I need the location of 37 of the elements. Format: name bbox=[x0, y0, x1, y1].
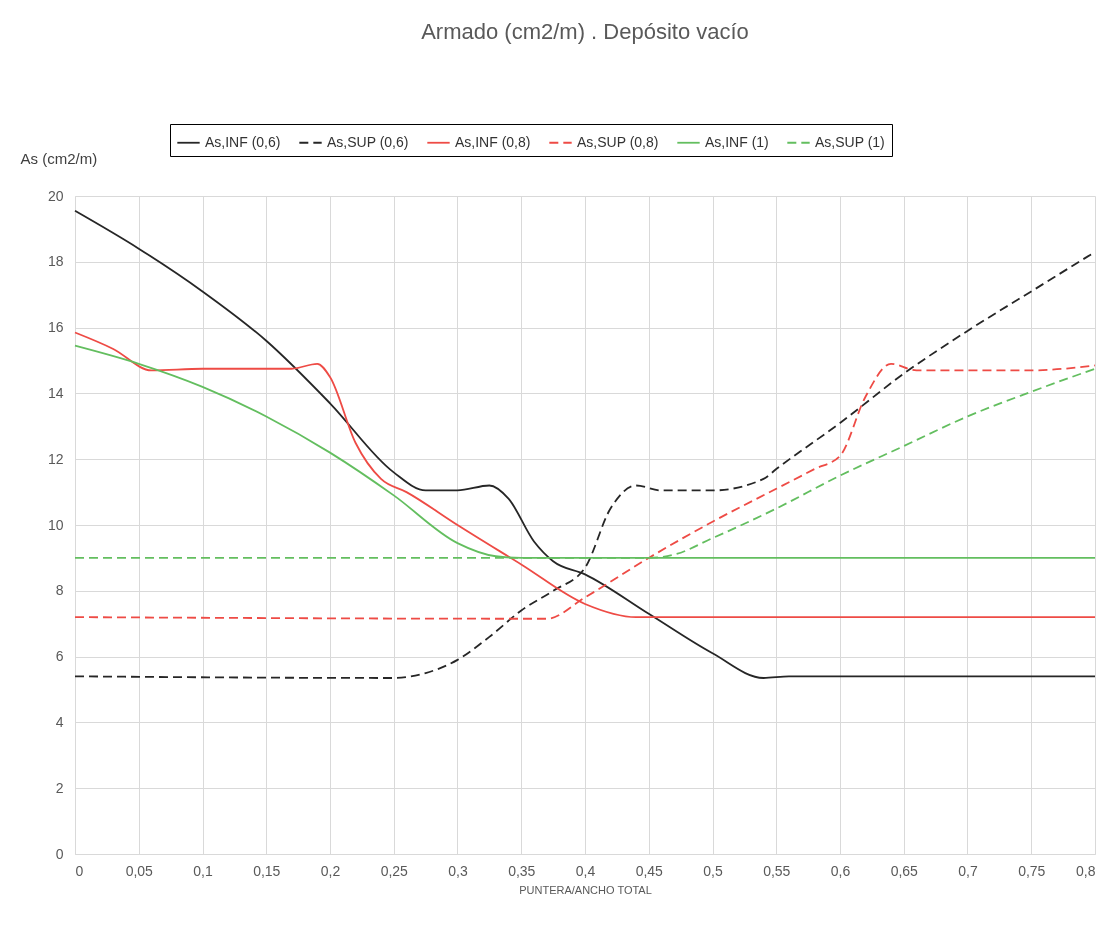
x-tick-label: 0,8 bbox=[1076, 862, 1096, 879]
x-tick-label: 0,65 bbox=[890, 862, 919, 879]
y-tick-label: 4 bbox=[55, 713, 64, 730]
legend-label: As,SUP (0,8) bbox=[577, 133, 659, 150]
x-tick-label: 0,35 bbox=[508, 862, 536, 879]
x-tick-label: 0,15 bbox=[253, 862, 281, 879]
y-tick-label: 14 bbox=[47, 384, 64, 401]
y-tick-label: 2 bbox=[55, 779, 64, 796]
legend-label: As,INF (1) bbox=[705, 133, 769, 150]
x-tick-label: 0,05 bbox=[125, 862, 154, 879]
x-tick-label: 0,3 bbox=[448, 862, 468, 879]
y-tick-label: 16 bbox=[47, 319, 64, 336]
x-tick-label: 0,25 bbox=[380, 862, 409, 879]
chart-title: Armado (cm2/m) . Depósito vacío bbox=[421, 18, 749, 44]
legend-label: As,INF (0,8) bbox=[455, 133, 531, 150]
y-axis-title: As (cm2/m) bbox=[20, 149, 98, 167]
y-tick-label: 0 bbox=[55, 845, 64, 862]
legend-label: As,SUP (0,6) bbox=[327, 133, 409, 150]
y-tick-label: 20 bbox=[47, 187, 64, 204]
x-tick-label: 0,1 bbox=[193, 862, 213, 879]
y-tick-label: 12 bbox=[47, 450, 64, 467]
x-tick-label: 0,6 bbox=[830, 862, 851, 879]
x-tick-label: 0,55 bbox=[763, 862, 791, 879]
x-tick-label: 0,5 bbox=[703, 862, 723, 879]
y-tick-label: 18 bbox=[47, 253, 64, 270]
legend-label: As,SUP (1) bbox=[815, 133, 885, 150]
x-tick-label: 0,45 bbox=[635, 862, 664, 879]
x-tick-label: 0 bbox=[75, 862, 84, 879]
x-tick-label: 0,75 bbox=[1018, 862, 1046, 879]
x-tick-label: 0,2 bbox=[320, 862, 341, 879]
x-tick-label: 0,4 bbox=[575, 862, 596, 879]
x-tick-label: 0,7 bbox=[958, 862, 978, 879]
x-axis-title: PUNTERA/ANCHO TOTAL bbox=[519, 883, 652, 896]
y-tick-label: 6 bbox=[55, 648, 64, 665]
legend-label: As,INF (0,6) bbox=[205, 133, 281, 150]
y-tick-label: 10 bbox=[47, 516, 64, 533]
y-tick-label: 8 bbox=[55, 582, 64, 599]
